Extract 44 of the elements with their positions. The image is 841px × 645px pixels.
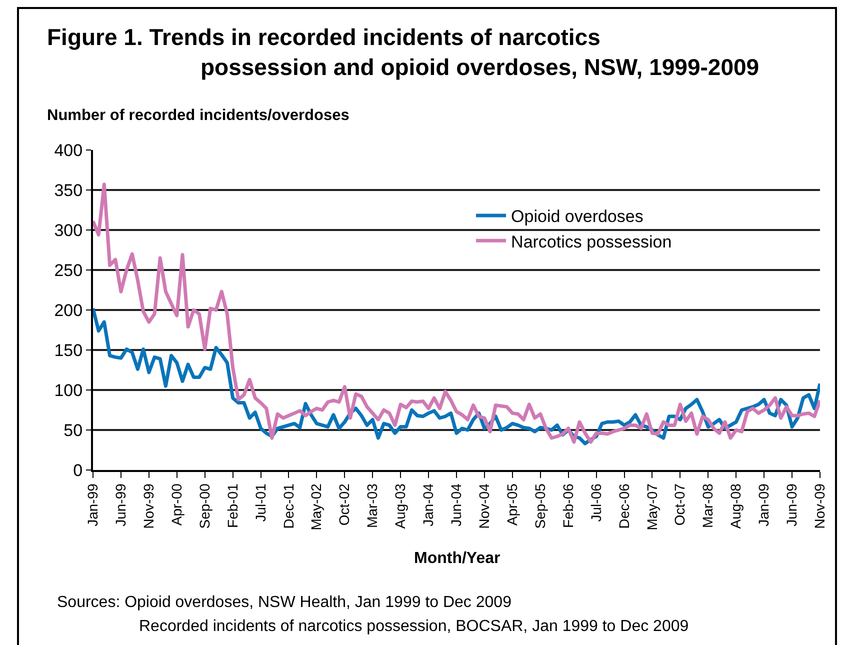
y-tick-label: 150: [54, 340, 83, 360]
x-tick-label: Feb-01: [224, 483, 240, 528]
x-tick-label: Jun-99: [112, 483, 129, 526]
x-tick-label: Oct-02: [336, 483, 352, 526]
x-tick-label: Jan-04: [420, 483, 436, 526]
x-tick-label: Jun-04: [448, 483, 464, 526]
x-tick-label: Oct-07: [672, 483, 688, 526]
x-tick-label: Mar-08: [700, 483, 716, 528]
legend-label: Narcotics possession: [511, 232, 672, 252]
x-tick-label: Jan-99: [84, 483, 101, 526]
y-tick-label: 200: [54, 300, 83, 320]
line-series: [93, 182, 820, 444]
x-tick-label: Nov-99: [140, 483, 156, 529]
x-tick-label: Dec-06: [616, 483, 632, 529]
y-tick-label: 300: [54, 220, 83, 240]
y-tick-label: 250: [54, 260, 83, 280]
x-tick-label: Apr-00: [168, 483, 184, 526]
y-tick-label: 100: [54, 380, 83, 400]
x-tick-label: Jun-09: [784, 483, 800, 526]
x-tick-label: Jul-06: [588, 483, 604, 522]
source-note: Sources: Opioid overdoses, NSW Health, Jan 1999 to Dec 2009: [57, 594, 512, 611]
x-tick-label: Sep-00: [196, 483, 212, 529]
x-tick-label: Nov-09: [812, 483, 828, 529]
x-axis-title: Month/Year: [414, 550, 500, 567]
y-tick-label: 0: [73, 460, 83, 480]
x-tick-label: Jan-09: [756, 483, 772, 526]
legend-label: Opioid overdoses: [511, 207, 644, 226]
y-tick-label: 350: [54, 180, 83, 200]
x-tick-label: Jul-01: [252, 483, 268, 522]
text: Recorded incidents of narcotics possession, BOCSAR, Jan 1999 to Dec 2009: [139, 618, 689, 635]
x-tick-label: Mar-03: [364, 483, 380, 528]
x-tick-label: May-07: [644, 483, 660, 530]
x-tick-label: Aug-03: [392, 483, 408, 529]
chart-title: Figure 1. Trends in recorded incidents of narcotics possession and opioid overdoses, NSW, 1999-2009: [47, 24, 760, 80]
x-tick-label: May-02: [308, 483, 324, 530]
x-tick-label: Sep-05: [532, 483, 548, 529]
x-tick-label: Feb-06: [560, 483, 576, 528]
x-tick-label: Apr-05: [504, 483, 520, 526]
x-tick-label: Nov-04: [476, 483, 492, 529]
y-tick-label: 50: [64, 420, 83, 440]
y-axis-title: Number of recorded incidents/overdoses: [47, 107, 350, 124]
x-tick-label: Aug-08: [728, 483, 744, 529]
y-tick-label: 400: [54, 140, 83, 160]
x-tick-label: Dec-01: [280, 483, 296, 529]
